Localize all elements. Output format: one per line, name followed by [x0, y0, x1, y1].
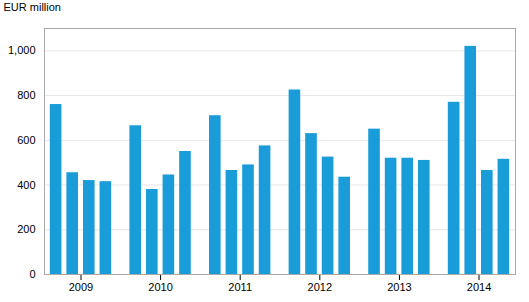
svg-text:2013: 2013: [387, 281, 411, 293]
svg-text:400: 400: [17, 179, 35, 191]
svg-text:600: 600: [17, 134, 35, 146]
svg-text:EUR million: EUR million: [4, 1, 61, 13]
svg-text:800: 800: [17, 89, 35, 101]
svg-text:200: 200: [17, 223, 35, 235]
svg-text:1,000: 1,000: [8, 44, 36, 56]
svg-text:2011: 2011: [228, 281, 252, 293]
svg-text:0: 0: [29, 268, 35, 280]
svg-text:2012: 2012: [308, 281, 332, 293]
svg-text:2009: 2009: [69, 281, 93, 293]
svg-text:2014: 2014: [467, 281, 491, 293]
svg-text:2010: 2010: [148, 281, 172, 293]
